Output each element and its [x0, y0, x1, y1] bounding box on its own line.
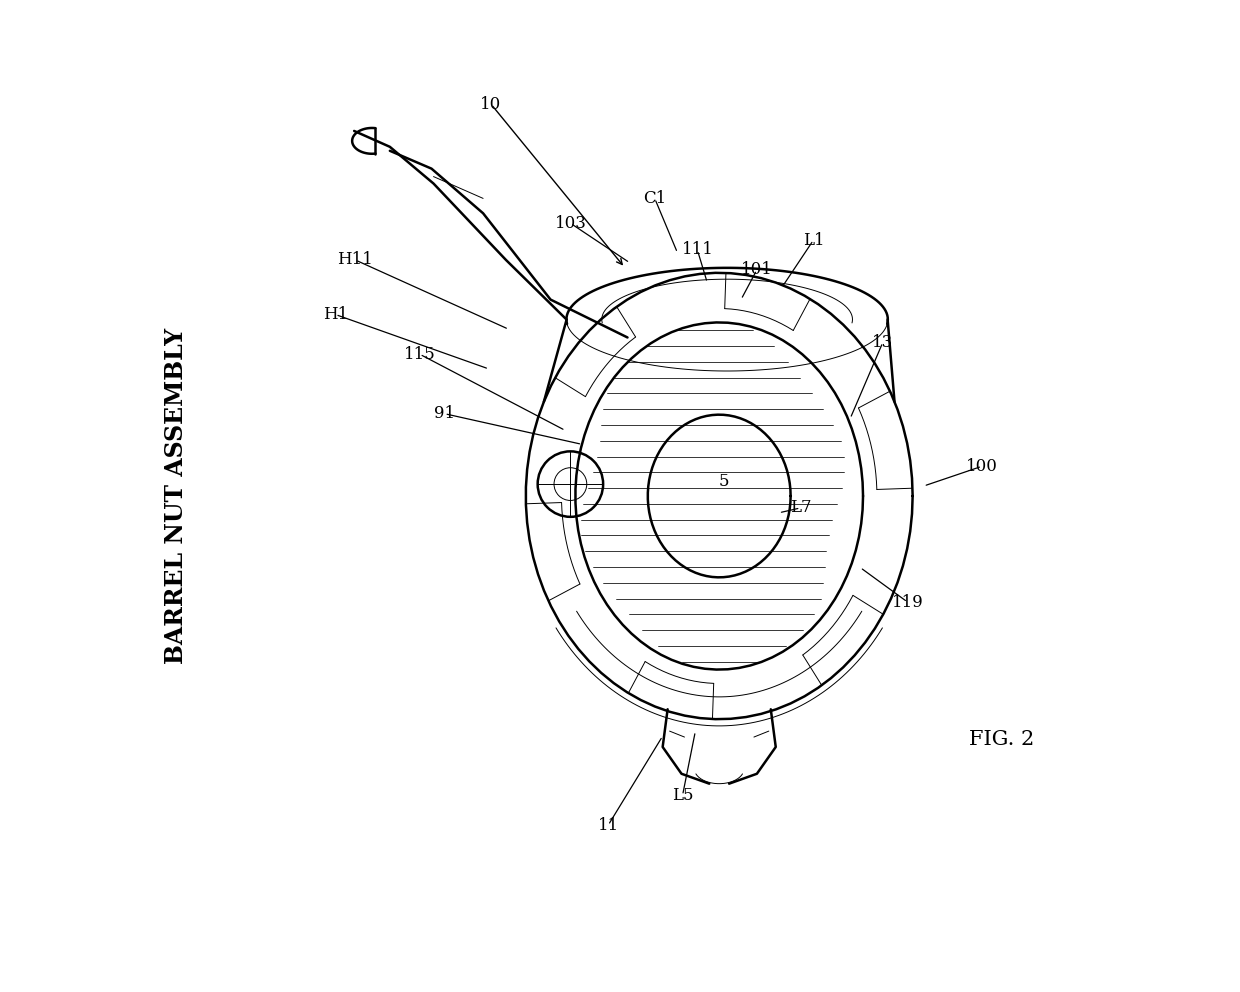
Text: BARREL NUT ASSEMBLY: BARREL NUT ASSEMBLY	[164, 328, 187, 664]
Text: 111: 111	[682, 241, 713, 259]
Text: 115: 115	[404, 345, 435, 363]
Text: L1: L1	[802, 231, 825, 249]
Text: 91: 91	[434, 405, 455, 423]
Text: C1: C1	[644, 189, 666, 207]
Text: L5: L5	[672, 787, 693, 805]
Text: 5: 5	[719, 472, 729, 490]
Text: 119: 119	[892, 593, 924, 611]
Text: 11: 11	[598, 816, 619, 834]
Text: 101: 101	[742, 261, 773, 279]
Text: L7: L7	[790, 499, 811, 517]
Text: 10: 10	[480, 95, 502, 113]
Text: 103: 103	[554, 214, 587, 232]
Text: H11: H11	[337, 251, 373, 269]
Text: 13: 13	[872, 333, 894, 351]
Text: H1: H1	[322, 306, 348, 323]
Text: 100: 100	[966, 457, 998, 475]
Text: FIG. 2: FIG. 2	[970, 729, 1034, 749]
